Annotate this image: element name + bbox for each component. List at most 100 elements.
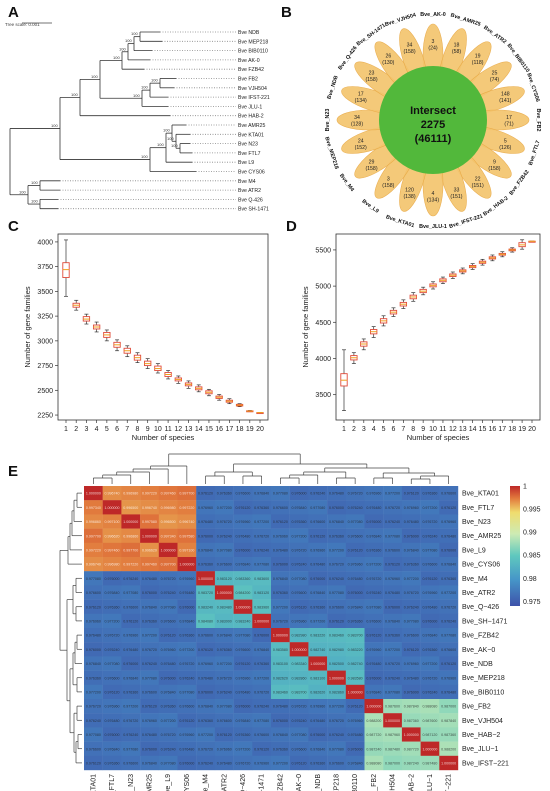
heatmap-cell-value: 1.000000 — [86, 492, 101, 496]
heatmap-cell — [289, 514, 309, 529]
heatmap-cell — [121, 599, 141, 614]
heatmap-cell-value: 0.976480 — [86, 634, 101, 638]
heatmap-row-label: Bve_CYS06 — [462, 562, 500, 569]
heatmap-cell-value: 0.977200 — [198, 733, 213, 737]
heatmap-cell — [271, 628, 290, 643]
tree-bootstrap-label: 100 — [19, 189, 26, 194]
heatmap-cell — [196, 755, 216, 771]
box-13 — [459, 267, 467, 275]
heatmap-cell-value: 0.976000 — [422, 620, 437, 624]
heatmap-cell-value: 0.977200 — [422, 506, 437, 510]
heatmap-cell — [121, 699, 141, 714]
heatmap-cell-value: 0.976840 — [161, 691, 176, 695]
heatmap-cell-value: 0.976840 — [123, 676, 138, 680]
tree-bootstrap-label: 100 — [119, 46, 126, 51]
heatmap-cell-value: 0.976000 — [310, 577, 325, 581]
heatmap-cell — [327, 684, 346, 700]
heatmap-cell — [196, 656, 216, 671]
venn-petal-total-count: (151) — [472, 183, 484, 189]
heatmap-cell — [439, 599, 459, 614]
box-20 — [256, 412, 264, 415]
heatmap-cell — [196, 741, 216, 756]
heatmap-cell — [289, 528, 309, 543]
panel-letter-b: B — [281, 4, 292, 21]
heatmap-cell-value: 0.976840 — [366, 534, 381, 538]
heatmap-cell — [177, 500, 197, 515]
heatmap-cell-value: 0.983120 — [217, 577, 232, 581]
heatmap-cell-value: 0.976360 — [142, 620, 157, 624]
venn-petal-total-count: (118) — [472, 60, 484, 66]
heatmap-cell — [177, 656, 197, 671]
heatmap-cell — [102, 557, 122, 572]
heatmap-cell — [84, 670, 103, 685]
heatmap-cell — [364, 613, 384, 629]
tree-leaf-label: Bve AMR25 — [238, 123, 266, 129]
heatmap-cell — [196, 670, 216, 685]
tree-leaf-label: Bve NDB — [238, 30, 260, 36]
heatmap-cell-value: 0.976600 — [404, 634, 419, 638]
heatmap-cell — [345, 528, 365, 543]
heatmap-cell — [102, 670, 122, 685]
heatmap-cell-value: 0.976480 — [348, 733, 363, 737]
heatmap-cell-value: 0.976960 — [179, 577, 194, 581]
heatmap-col-label: Bve_AMR25 — [146, 774, 153, 791]
heatmap-cell-value: 0.983720 — [198, 591, 213, 595]
heatmap-col-label: Bve_KTA01 — [90, 774, 97, 791]
heatmap-cell-value: 0.976720 — [441, 605, 456, 609]
heatmap-cell — [140, 613, 159, 629]
heatmap-cell-value: 0.976360 — [161, 705, 176, 709]
heatmap-cell-value: 0.987600 — [385, 705, 400, 709]
heatmap-cell — [121, 741, 141, 756]
heatmap-cell — [196, 528, 216, 543]
heatmap-cell — [214, 741, 234, 756]
heatmap-cell-value: 0.987360 — [441, 733, 456, 737]
box-8 — [133, 352, 142, 363]
heatmap-cell — [289, 699, 309, 714]
tree-bootstrap-label: 100 — [125, 38, 132, 43]
venn-petal-total-count: (138) — [403, 194, 415, 200]
heatmap-cell — [383, 585, 403, 600]
heatmap-cell — [401, 528, 421, 543]
tree-bootstrap-label: 100 — [51, 123, 58, 128]
heatmap-cell-value: 0.976960 — [292, 620, 307, 624]
heatmap-cell-value: 0.976600 — [310, 520, 325, 524]
heatmap-cell — [252, 500, 272, 515]
heatmap-cell-value: 0.976960 — [86, 620, 101, 624]
heatmap-cell-value: 0.976240 — [310, 492, 325, 496]
heatmap-cell — [214, 599, 234, 614]
tree-bootstrap-label: 100 — [91, 74, 98, 79]
heatmap-cell — [345, 542, 365, 558]
heatmap-cell-value: 0.997580 — [179, 534, 194, 538]
heatmap-cell — [252, 713, 272, 728]
heatmap-cell-value: 0.976360 — [422, 492, 437, 496]
box-13 — [184, 380, 193, 389]
heatmap-cell — [196, 727, 216, 742]
heatmap-cell — [420, 486, 440, 501]
tree-leaf-label: Bve IFST-221 — [238, 95, 270, 101]
heatmap-cell — [158, 528, 178, 543]
heatmap-cell-value: 0.983000 — [217, 620, 232, 624]
heatmap-cell — [177, 727, 197, 742]
heatmap-row-label: Bve_FB2 — [462, 704, 491, 711]
heatmap-cell-value: 0.976000 — [348, 591, 363, 595]
heatmap-cell — [289, 557, 309, 572]
heatmap-cell — [196, 713, 216, 728]
heatmap-cell — [420, 528, 440, 543]
heatmap-cell — [383, 571, 403, 586]
heatmap-cell-value: 0.976000 — [404, 534, 419, 538]
venn-petal-total-count: (71) — [504, 122, 513, 128]
colorbar — [510, 486, 520, 606]
heatmap-cell — [177, 699, 197, 714]
heatmap-cell-value: 0.976120 — [105, 691, 120, 695]
heatmap-cell-value: 0.976120 — [235, 506, 250, 510]
heatmap-cell-value: 0.976360 — [441, 577, 456, 581]
venn-petal-unique-count: 29 — [369, 160, 375, 166]
heatmap-cell — [196, 613, 216, 629]
heatmap-cell — [289, 656, 309, 671]
heatmap-cell-value: 0.976000 — [161, 676, 176, 680]
heatmap-cell-value: 0.983600 — [254, 577, 269, 581]
heatmap-cell — [364, 670, 384, 685]
heatmap-cell — [364, 528, 384, 543]
heatmap-cell — [439, 699, 459, 714]
heatmap-cell — [233, 599, 253, 614]
